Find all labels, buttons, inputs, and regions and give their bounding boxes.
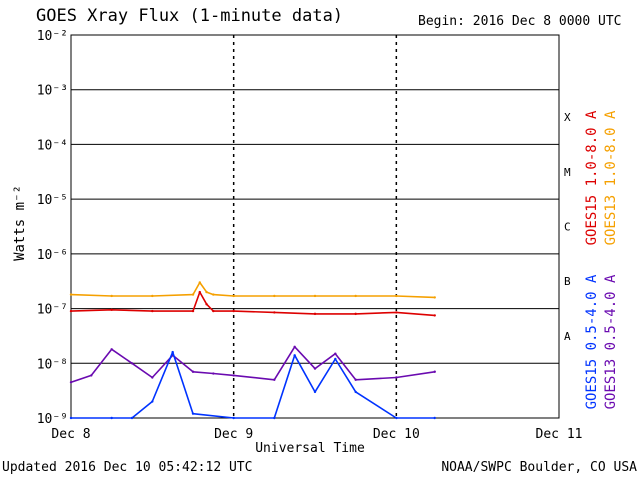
y-tick-label: 10⁻⁶ bbox=[37, 248, 68, 263]
y-tick-label: 10⁻⁴ bbox=[37, 138, 68, 153]
updated-timestamp: Updated 2016 Dec 10 05:42:12 UTC bbox=[2, 460, 253, 475]
series-point bbox=[334, 352, 337, 355]
series-line bbox=[70, 281, 435, 299]
series-point bbox=[433, 416, 436, 420]
x-tick-label: Dec 8 bbox=[51, 427, 90, 442]
series-point bbox=[433, 296, 436, 299]
series-point bbox=[205, 303, 208, 306]
series-point bbox=[110, 308, 113, 311]
series-point bbox=[205, 290, 208, 294]
series-point bbox=[273, 378, 276, 381]
flare-class-label: A bbox=[564, 330, 571, 343]
series-point bbox=[293, 345, 296, 349]
series-point bbox=[232, 374, 235, 377]
series-point bbox=[69, 293, 73, 296]
x-axis-label: Universal Time bbox=[255, 441, 365, 456]
series-line bbox=[71, 351, 435, 419]
x-tick-label: Dec 10 bbox=[373, 427, 420, 442]
series-point bbox=[110, 348, 113, 351]
series-point bbox=[110, 416, 113, 420]
credit-text: NOAA/SWPC Boulder, CO USA bbox=[441, 460, 637, 475]
series-point bbox=[273, 294, 276, 298]
series-point bbox=[313, 367, 317, 370]
series-point bbox=[433, 370, 436, 373]
y-tick-label: 10⁻⁸ bbox=[37, 357, 68, 372]
y-tick-label: 10⁻⁵ bbox=[37, 193, 68, 208]
x-tick-label: Dec 9 bbox=[214, 427, 253, 442]
series-point bbox=[191, 293, 195, 296]
plot-frame bbox=[70, 34, 560, 419]
series-point bbox=[151, 309, 154, 313]
series-point bbox=[433, 314, 436, 317]
series-point bbox=[313, 312, 317, 316]
series-point bbox=[198, 290, 201, 294]
series-point bbox=[130, 416, 134, 420]
series-point bbox=[354, 294, 357, 298]
series-point bbox=[395, 311, 398, 314]
series-point bbox=[313, 294, 317, 298]
series-point bbox=[273, 416, 276, 420]
flare-class-label: B bbox=[564, 275, 571, 288]
series-point bbox=[395, 376, 398, 379]
series-point bbox=[232, 416, 235, 420]
series-point bbox=[151, 400, 154, 403]
series-point bbox=[354, 390, 357, 394]
series-point bbox=[171, 350, 174, 354]
y-tick-label: 10⁻⁷ bbox=[37, 303, 68, 318]
flare-class-label: X bbox=[564, 111, 571, 124]
flare-class-label: C bbox=[564, 221, 571, 234]
series-point bbox=[334, 357, 337, 361]
series-point bbox=[151, 376, 154, 379]
series-point bbox=[151, 294, 154, 298]
series-point bbox=[69, 381, 73, 384]
series-point bbox=[212, 293, 215, 296]
chart-title: GOES Xray Flux (1-minute data) bbox=[36, 6, 344, 26]
series-point bbox=[212, 309, 215, 313]
y-tick-label: 10⁻³ bbox=[37, 84, 68, 99]
series-point bbox=[313, 390, 317, 394]
series-point bbox=[354, 378, 357, 381]
series-point bbox=[191, 412, 195, 415]
flare-class-label: M bbox=[564, 166, 571, 179]
series-point bbox=[395, 416, 398, 420]
series-point bbox=[130, 362, 134, 365]
series-point bbox=[212, 372, 215, 375]
series-point bbox=[293, 354, 296, 357]
y-tick-label: 10⁻² bbox=[37, 29, 68, 44]
series-point bbox=[232, 294, 235, 298]
series-point bbox=[198, 281, 201, 284]
series-point bbox=[69, 416, 73, 420]
begin-time: Begin: 2016 Dec 8 0000 UTC bbox=[418, 14, 622, 29]
series-line bbox=[70, 345, 435, 384]
series-point bbox=[395, 294, 398, 298]
series-point bbox=[69, 309, 73, 313]
series-point bbox=[354, 312, 357, 316]
series-point bbox=[273, 311, 276, 314]
y-tick-label: 10⁻⁹ bbox=[37, 412, 68, 427]
series-point bbox=[110, 294, 113, 298]
series-point bbox=[191, 309, 195, 313]
x-tick-label: Dec 11 bbox=[536, 427, 583, 442]
series-point bbox=[90, 374, 93, 377]
series-point bbox=[191, 370, 195, 373]
series-point bbox=[232, 309, 235, 313]
